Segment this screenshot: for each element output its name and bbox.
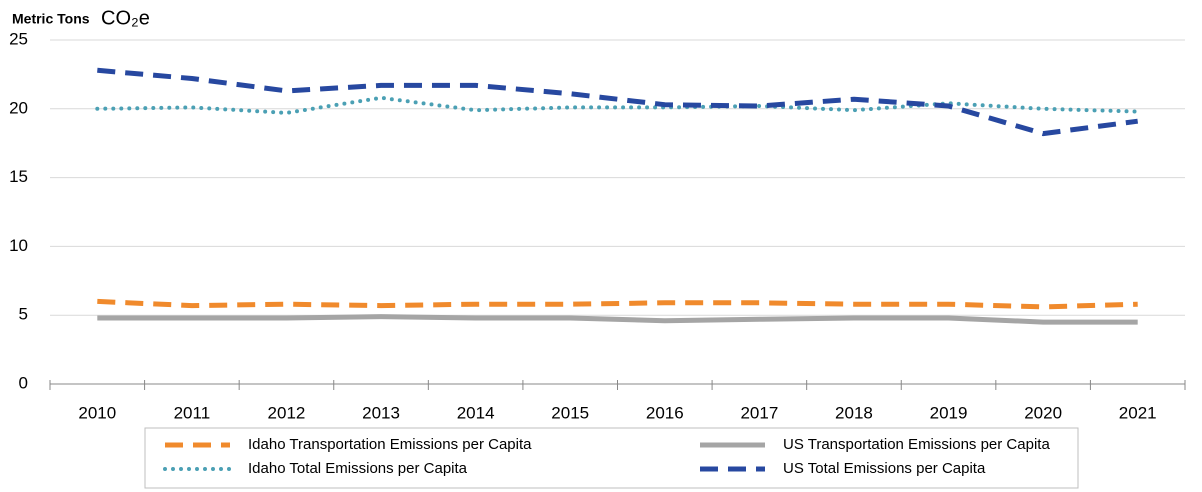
y-tick-label: 0 — [19, 373, 28, 392]
y-axis-label: Metric Tons — [12, 11, 90, 27]
x-tick-label: 2020 — [1024, 403, 1062, 422]
y-axis-unit: CO₂e — [101, 7, 150, 29]
x-tick-label: 2010 — [78, 403, 116, 422]
y-tick-label: 10 — [9, 236, 28, 255]
legend-label: US Total Emissions per Capita — [783, 460, 986, 477]
legend-label: Idaho Total Emissions per Capita — [248, 460, 468, 477]
x-tick-label: 2012 — [268, 403, 306, 422]
x-tick-label: 2016 — [646, 403, 684, 422]
y-tick-label: 25 — [9, 29, 28, 48]
series-line — [97, 298, 1138, 310]
series-line — [95, 95, 1140, 115]
legend-box — [144, 427, 1079, 489]
series-line — [97, 314, 1138, 325]
y-tick-label: 20 — [9, 98, 28, 117]
x-tick-label: 2019 — [930, 403, 968, 422]
x-tick-label: 2015 — [551, 403, 589, 422]
x-tick-label: 2014 — [457, 403, 495, 422]
x-tick-label: 2011 — [174, 403, 211, 422]
x-tick-label: 2018 — [835, 403, 873, 422]
x-tick-label: 2013 — [362, 403, 400, 422]
series-line — [97, 67, 1139, 137]
x-tick-label: 2021 — [1119, 403, 1157, 422]
y-tick-label: 15 — [9, 167, 28, 186]
y-tick-label: 5 — [19, 305, 28, 324]
legend-label: Idaho Transportation Emissions per Capit… — [248, 436, 532, 453]
legend-label: US Transportation Emissions per Capita — [783, 436, 1050, 453]
x-tick-label: 2017 — [740, 403, 778, 422]
